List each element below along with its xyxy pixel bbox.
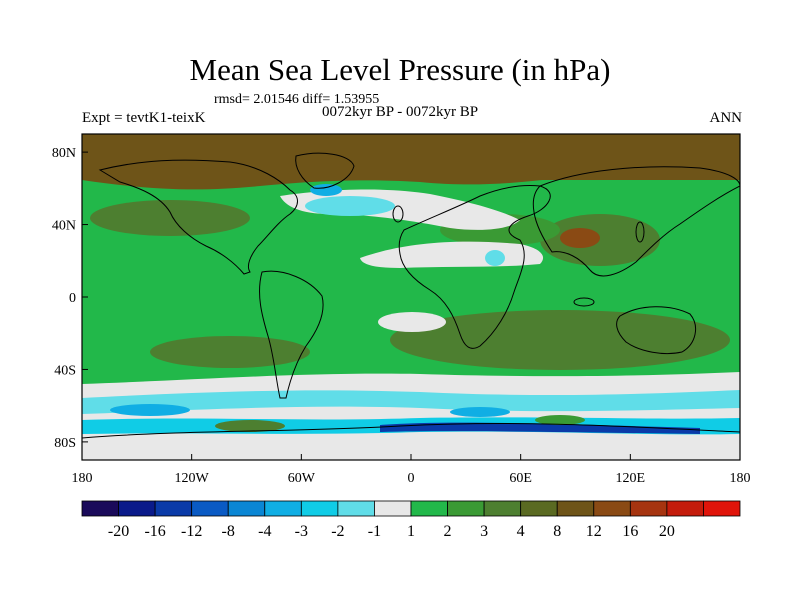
y-tick-label: 80N xyxy=(52,146,76,161)
y-tick-label: 40S xyxy=(54,363,76,378)
x-tick-label: 180 xyxy=(72,471,93,486)
experiment-label: Expt = tevtK1-teixK xyxy=(82,110,206,126)
y-tick-label: 0 xyxy=(69,291,76,306)
legend-swatch xyxy=(154,500,193,517)
legend-label: 2 xyxy=(444,523,452,540)
legend-label: -1 xyxy=(368,523,381,540)
x-tick-label: 60W xyxy=(288,471,316,486)
legend-swatch xyxy=(703,500,741,517)
legend-label: 12 xyxy=(586,523,602,540)
x-tick-label: 60E xyxy=(509,471,532,486)
x-tick-label: 120W xyxy=(175,471,210,486)
longitude-axis: 180 120W 60W 0 60E 120E 180 xyxy=(72,454,751,486)
period-label: 0072kyr BP - 0072kyr BP xyxy=(322,104,479,120)
legend-label: -12 xyxy=(181,523,202,540)
legend-swatch xyxy=(556,500,595,517)
legend-swatch xyxy=(629,500,668,517)
legend-swatch xyxy=(264,500,302,517)
legend-swatch xyxy=(118,500,156,517)
legend-label: 16 xyxy=(622,523,638,540)
legend-label: -4 xyxy=(258,523,271,540)
legend-label: 4 xyxy=(517,523,525,540)
legend-label: -3 xyxy=(295,523,308,540)
legend-swatch xyxy=(410,500,448,517)
legend-swatch xyxy=(191,500,229,517)
map-field xyxy=(82,134,740,460)
legend-swatch xyxy=(337,500,375,517)
legend-label: 3 xyxy=(480,523,488,540)
legend-label: 8 xyxy=(553,523,561,540)
stats-line: rmsd= 2.01546 diff= 1.53955 xyxy=(214,92,380,107)
legend-label: -2 xyxy=(331,523,344,540)
legend-label: 1 xyxy=(407,523,415,540)
legend-label: -8 xyxy=(222,523,235,540)
legend-swatch xyxy=(483,500,522,517)
x-tick-label: 0 xyxy=(408,471,415,486)
coastlines xyxy=(82,152,740,439)
legend-label: -20 xyxy=(108,523,129,540)
legend-swatch xyxy=(666,500,704,517)
latitude-axis: 80N 40N 0 40S 80S xyxy=(52,146,88,451)
y-tick-label: 40N xyxy=(52,219,76,234)
legend-swatch xyxy=(300,500,339,517)
colorbar-legend: -20 -16 -12 -8 -4 -3 -2 -1 1 2 3 4 8 12 16 20 xyxy=(81,500,741,540)
x-tick-label: 180 xyxy=(730,471,751,486)
legend-swatch xyxy=(447,500,485,517)
legend-swatch xyxy=(593,500,631,517)
y-tick-label: 80S xyxy=(54,436,76,451)
season-label: ANN xyxy=(709,110,743,126)
legend-swatch xyxy=(81,500,119,517)
legend-swatch xyxy=(227,500,266,517)
chart-title: Mean Sea Level Pressure (in hPa) xyxy=(189,52,611,87)
legend-label: -16 xyxy=(144,523,165,540)
legend-swatch xyxy=(520,500,558,517)
legend-swatch xyxy=(374,500,412,517)
x-tick-label: 120E xyxy=(616,471,646,486)
legend-label: 20 xyxy=(659,523,675,540)
